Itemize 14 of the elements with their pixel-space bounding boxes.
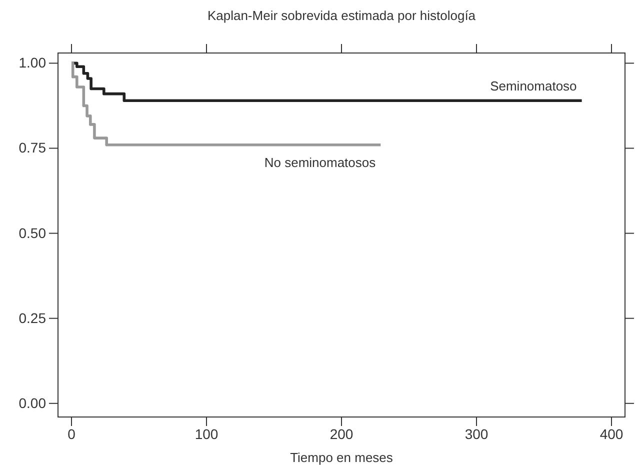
y-tick-label: 0.75 bbox=[18, 140, 46, 156]
y-tick-label: 0.50 bbox=[18, 224, 46, 241]
x-tick-label: 100 bbox=[194, 426, 218, 442]
x-tick-label: 200 bbox=[330, 426, 354, 442]
x-tick-label: 0 bbox=[68, 426, 76, 442]
y-tick-label: 0.25 bbox=[18, 310, 46, 326]
y-tick-label: 0.00 bbox=[18, 394, 46, 411]
series-label: No seminomatosos bbox=[264, 154, 376, 170]
x-tick-label: 400 bbox=[600, 426, 624, 442]
chart-title: Kaplan-Meir sobrevida estimada por histología bbox=[207, 8, 476, 23]
x-tick-label: 300 bbox=[464, 426, 488, 442]
x-axis-title: Tiempo en meses bbox=[290, 450, 394, 465]
series-label: Seminomatoso bbox=[490, 78, 577, 94]
y-tick-label: 1.00 bbox=[18, 54, 46, 71]
